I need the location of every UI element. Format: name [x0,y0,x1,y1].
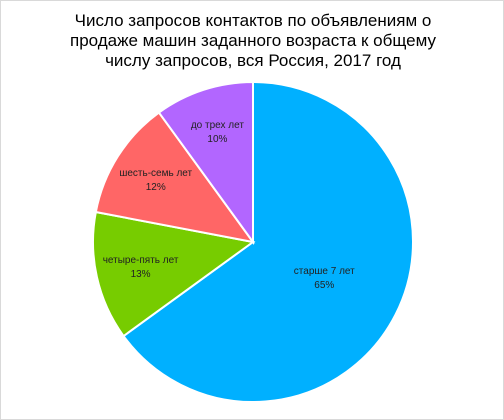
pie-slice [92,210,256,338]
chart-title: Число запросов контактов по объявлениям … [70,11,436,70]
pie-slice [94,111,256,244]
slice-value-label: 12% [146,182,166,193]
pie-slice [157,80,254,246]
slice-category-label: шесть-семь лет [119,168,192,179]
slice-category-label: четыре-пять лет [103,255,179,266]
slice-value-label: 13% [131,269,151,280]
slice-value-label: 10% [207,134,227,145]
slice-value-label: 65% [314,280,334,291]
slice-category-label: старше 7 лет [294,266,355,277]
slice-category-label: до трех лет [191,120,245,131]
pie-slice [122,80,414,403]
